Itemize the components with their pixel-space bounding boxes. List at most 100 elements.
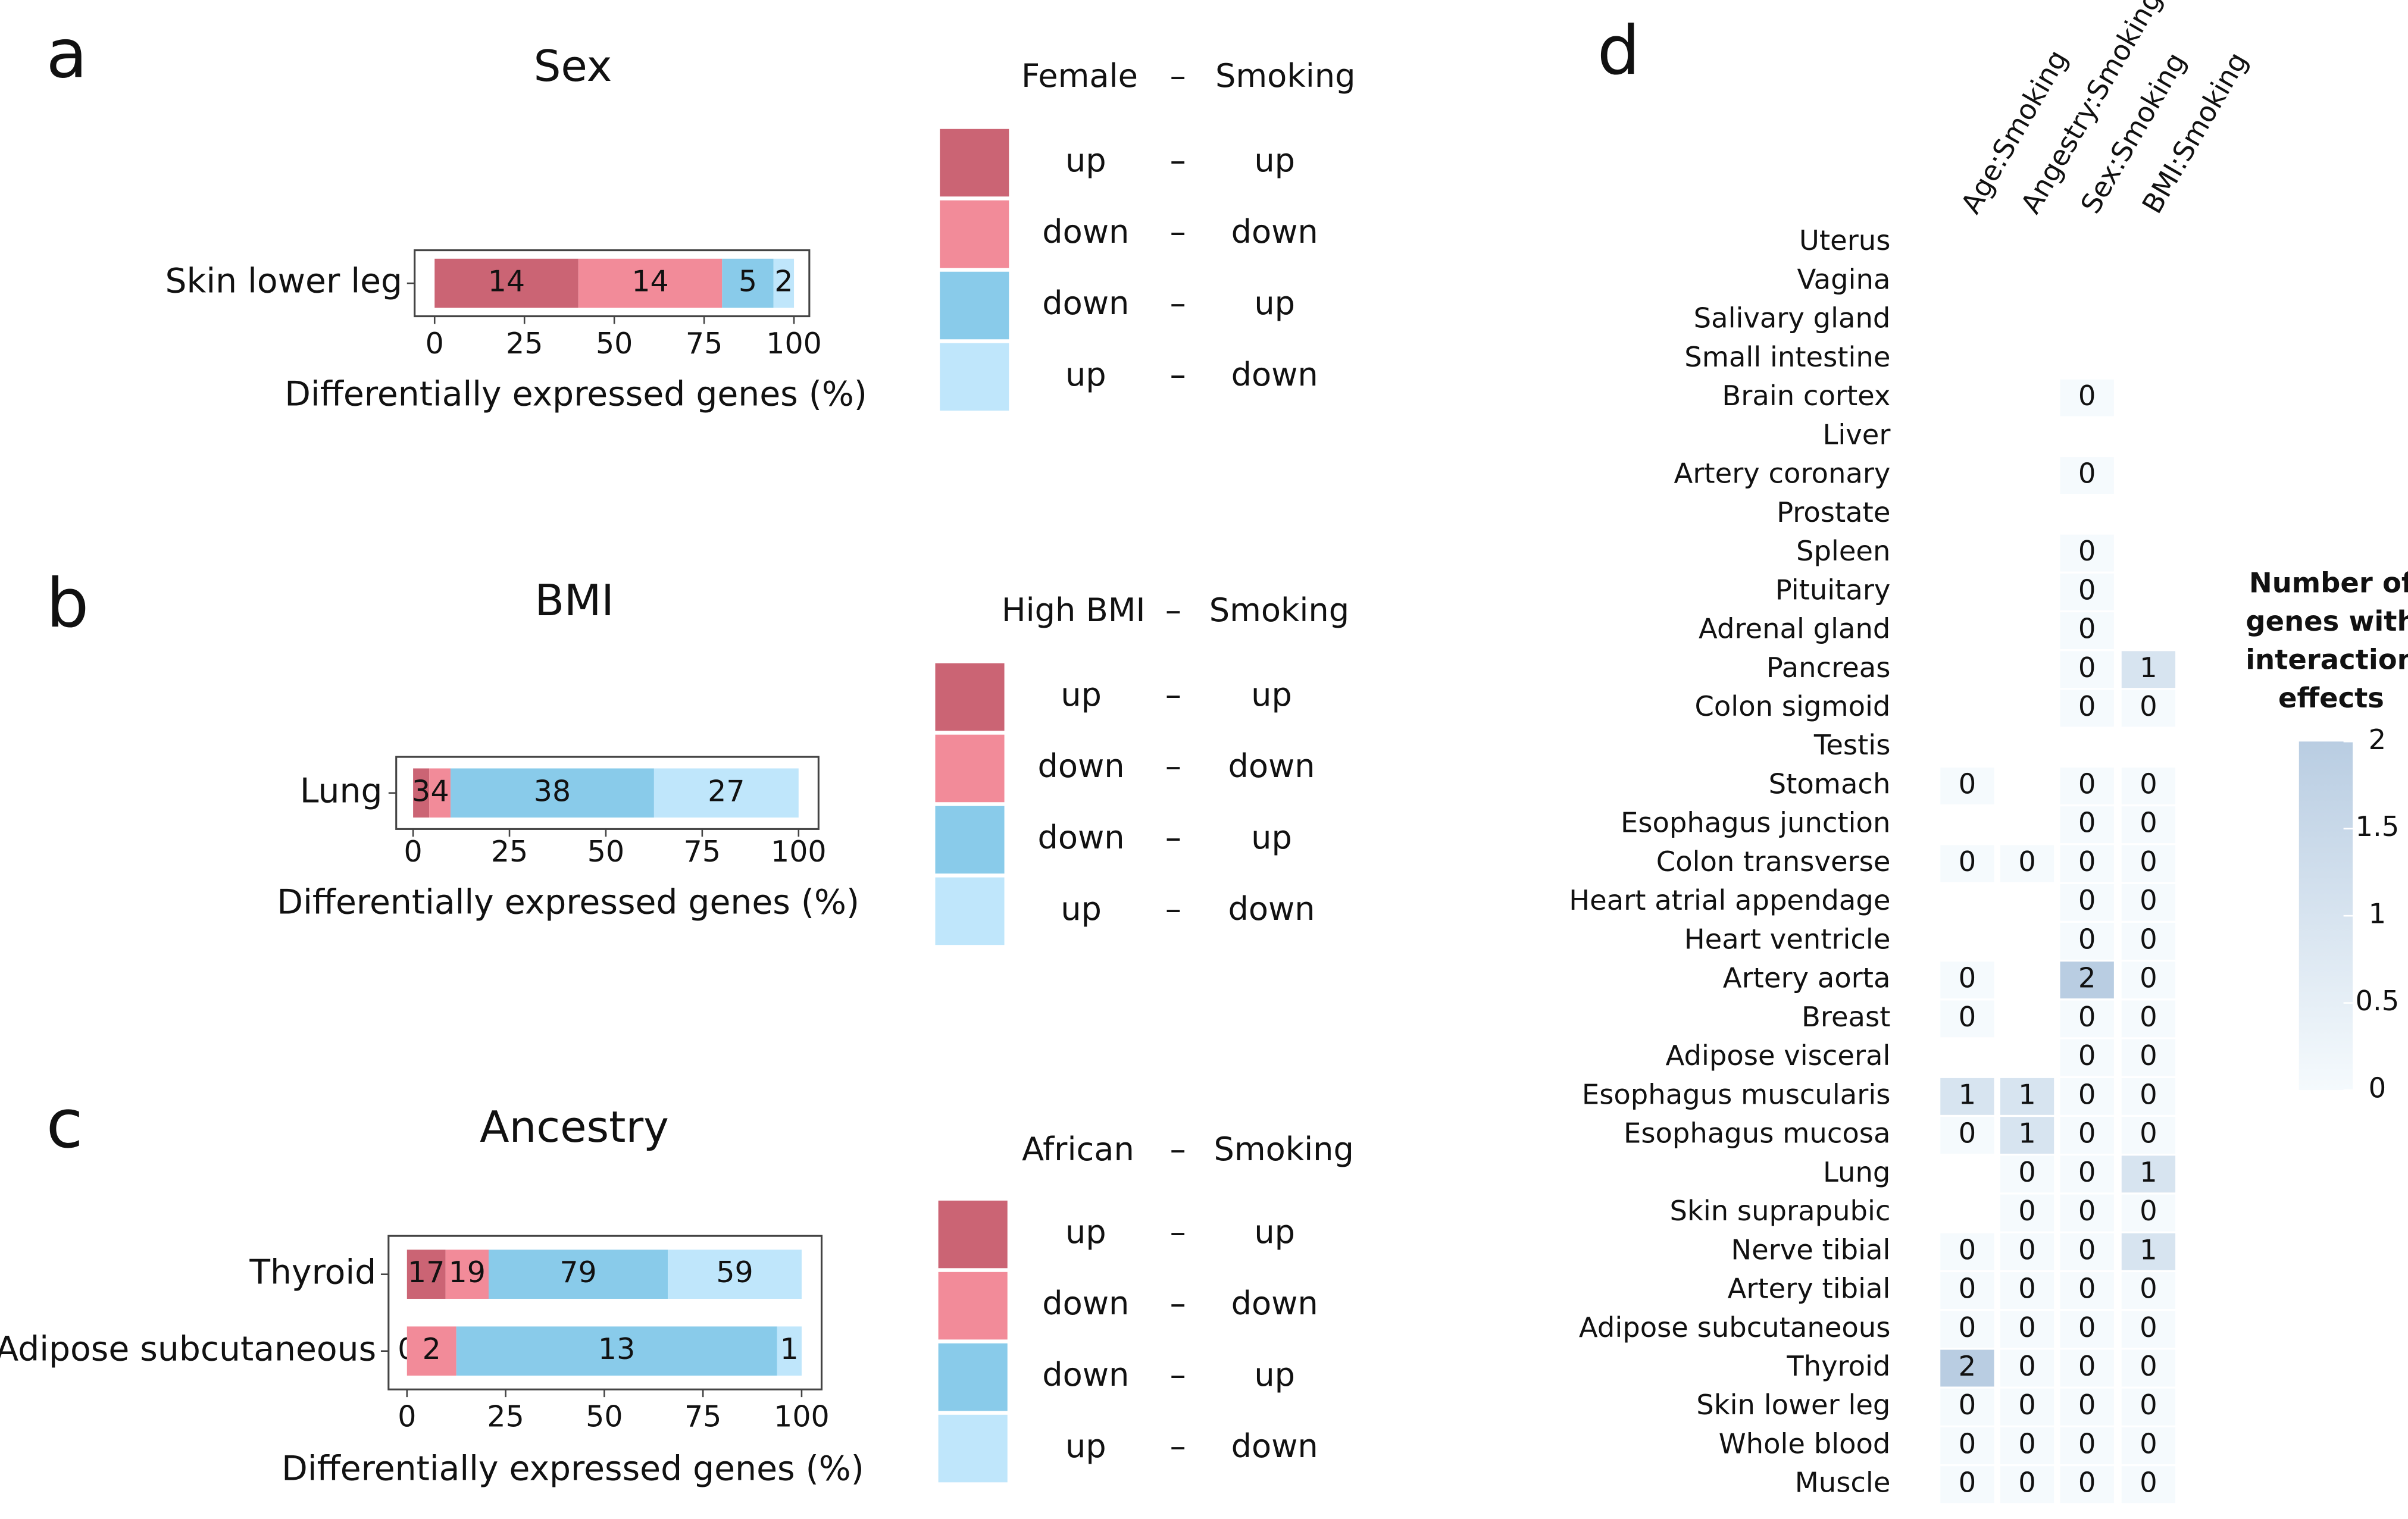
legend-swatch bbox=[938, 1414, 1008, 1483]
legend-separator: – bbox=[1165, 819, 1181, 856]
heatmap-cell bbox=[2000, 1466, 2054, 1504]
bar-segment bbox=[722, 258, 774, 308]
heatmap-cell bbox=[2000, 1427, 2054, 1464]
y-tick-label: Skin lower leg bbox=[165, 262, 402, 301]
legend-label: up bbox=[1065, 142, 1106, 179]
cell-value: 0 bbox=[2018, 1350, 2036, 1382]
cell-value: 0 bbox=[2140, 923, 2157, 955]
row-label: Vagina bbox=[1797, 263, 1891, 295]
row-label: Stomach bbox=[1769, 768, 1891, 800]
row-label: Whole blood bbox=[1719, 1427, 1891, 1460]
heatmap-cell bbox=[2060, 534, 2114, 572]
bar-value-label: 3 bbox=[412, 773, 430, 808]
heatmap-cell bbox=[2121, 1000, 2176, 1038]
bar-value-label: 38 bbox=[534, 773, 571, 808]
heatmap-cell bbox=[2060, 922, 2114, 960]
cell-value: 0 bbox=[1959, 1311, 1977, 1343]
bar-value-label: 19 bbox=[449, 1255, 486, 1289]
colorbar-title: effects bbox=[2278, 682, 2384, 714]
cell-value: 0 bbox=[1959, 768, 1977, 800]
legend-label: up bbox=[1254, 284, 1295, 322]
heatmap-cell bbox=[2121, 1427, 2176, 1464]
row-label: Adipose subcutaneous bbox=[1579, 1311, 1891, 1343]
row-label: Lung bbox=[1823, 1156, 1890, 1188]
legend-separator: – bbox=[1165, 676, 1181, 713]
heatmap-cell bbox=[2060, 1194, 2114, 1232]
cell-value: 0 bbox=[2078, 1389, 2096, 1421]
heatmap-cell bbox=[1940, 845, 1994, 882]
legend-separator: – bbox=[1165, 747, 1181, 785]
legend-label: up bbox=[1065, 1427, 1106, 1465]
cell-value: 0 bbox=[2140, 884, 2157, 916]
heatmap-cell bbox=[1940, 1466, 1994, 1504]
row-label: Heart ventricle bbox=[1684, 923, 1891, 955]
colorbar-title: Number of bbox=[2249, 567, 2408, 599]
heatmap-cell bbox=[2121, 845, 2176, 882]
legend-separator: – bbox=[1170, 1213, 1186, 1251]
colorbar-tick-label: 0.5 bbox=[2355, 985, 2399, 1017]
x-tick-label: 100 bbox=[766, 326, 822, 361]
cell-value: 0 bbox=[2078, 1039, 2096, 1072]
row-label: Pituitary bbox=[1775, 574, 1891, 606]
legend-label: up bbox=[1251, 676, 1292, 713]
cell-value: 0 bbox=[2140, 1273, 2157, 1305]
legend-swatch bbox=[935, 806, 1005, 874]
heatmap-cell bbox=[2000, 1233, 2054, 1270]
legend-swatch bbox=[938, 1343, 1008, 1411]
legend-separator: – bbox=[1170, 356, 1186, 393]
cell-value: 0 bbox=[2078, 1427, 2096, 1460]
bar-value-label: 13 bbox=[598, 1332, 635, 1366]
heatmap-cell bbox=[2060, 1117, 2114, 1154]
x-tick-label: 75 bbox=[684, 1399, 721, 1434]
heatmap-cell bbox=[2121, 1233, 2176, 1270]
heatmap-cell bbox=[1940, 961, 1994, 999]
legend-separator: – bbox=[1170, 57, 1186, 95]
heatmap-cell bbox=[2060, 612, 2114, 650]
legend-label: down bbox=[1037, 747, 1124, 785]
heatmap-cell bbox=[2000, 845, 2054, 882]
cell-value: 0 bbox=[2078, 1311, 2096, 1343]
heatmap-cell bbox=[2121, 1155, 2176, 1193]
heatmap-cell bbox=[2121, 690, 2176, 727]
legend-label: down bbox=[1042, 1356, 1129, 1393]
bar-segment bbox=[773, 258, 795, 308]
legend-separator: – bbox=[1170, 1130, 1186, 1168]
row-label: Liver bbox=[1822, 418, 1891, 450]
legend-swatch bbox=[935, 734, 1005, 803]
row-label: Nerve tibial bbox=[1731, 1233, 1890, 1266]
legend-label: down bbox=[1231, 213, 1318, 250]
cell-value: 0 bbox=[2140, 1001, 2157, 1033]
cell-value: 0 bbox=[2078, 1078, 2096, 1110]
row-label: Breast bbox=[1802, 1001, 1890, 1033]
cell-value: 0 bbox=[1959, 1001, 1977, 1033]
bar-segment bbox=[489, 1249, 668, 1299]
bar-value-label: 79 bbox=[559, 1255, 596, 1289]
row-label: Skin suprapubic bbox=[1669, 1195, 1890, 1227]
heatmap-cell bbox=[2060, 845, 2114, 882]
cell-value: 1 bbox=[2140, 652, 2157, 684]
x-tick-label: 50 bbox=[586, 1399, 623, 1434]
bar-segment bbox=[578, 258, 723, 308]
cell-value: 0 bbox=[2078, 652, 2096, 684]
x-tick-label: 0 bbox=[426, 326, 444, 361]
y-tick-label: Thyroid bbox=[249, 1252, 376, 1292]
cell-value: 0 bbox=[2018, 1195, 2036, 1227]
bar-segment bbox=[668, 1249, 802, 1299]
cell-value: 2 bbox=[2078, 962, 2096, 994]
heatmap-cell bbox=[2121, 884, 2176, 921]
panel-letter: c bbox=[46, 1085, 83, 1163]
heatmap-cell bbox=[2060, 1311, 2114, 1348]
heatmap-cell bbox=[2121, 1078, 2176, 1115]
cell-value: 0 bbox=[2078, 1467, 2096, 1499]
x-tick-label: 100 bbox=[771, 834, 827, 869]
legend-label: up bbox=[1065, 1213, 1106, 1251]
bar-segment bbox=[456, 1326, 777, 1376]
row-label: Colon sigmoid bbox=[1694, 690, 1890, 722]
colorbar-title: interaction bbox=[2246, 644, 2408, 676]
cell-value: 0 bbox=[1959, 1467, 1977, 1499]
heatmap-cell bbox=[1940, 1272, 1994, 1309]
row-label: Prostate bbox=[1777, 496, 1890, 528]
heatmap-cell bbox=[2060, 1272, 2114, 1309]
legend-swatch bbox=[940, 200, 1009, 268]
